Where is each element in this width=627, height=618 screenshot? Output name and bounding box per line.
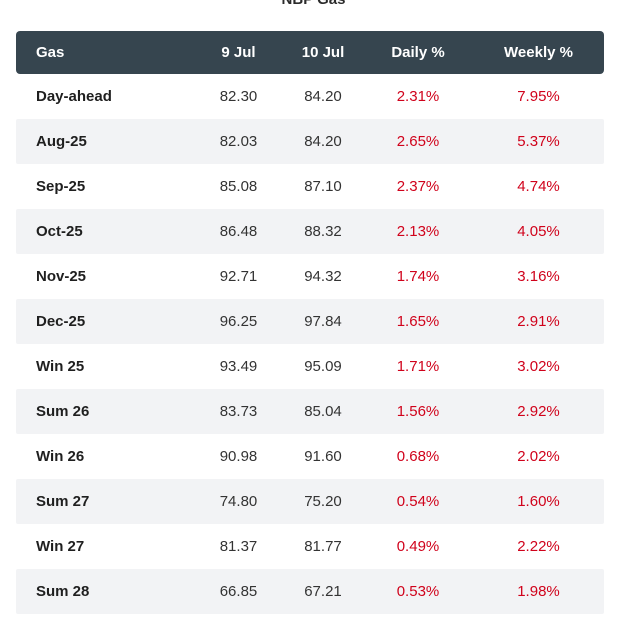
cell-10-jul: 88.32 [304, 223, 342, 240]
table-row: Sep-25 85.08 87.10 2.37% 4.74% [16, 164, 604, 209]
cell-gas: Oct-25 [36, 223, 83, 240]
cell-weekly-pct: 1.98% [517, 583, 560, 600]
header-gas: Gas [36, 44, 65, 61]
cell-9-jul: 86.48 [219, 223, 258, 240]
cell-9-jul: 83.73 [219, 403, 258, 420]
cell-gas: Win 25 [36, 358, 85, 375]
cell-daily-pct: 1.65% [396, 313, 440, 330]
cell-10-jul: 75.20 [304, 493, 342, 510]
table-row: Sum 28 66.85 67.21 0.53% 1.98% [16, 569, 604, 614]
table-row: Sum 27 74.80 75.20 0.54% 1.60% [16, 479, 604, 524]
cell-gas: Day-ahead [36, 88, 112, 105]
cell-9-jul: 93.49 [219, 358, 258, 375]
cell-weekly-pct: 2.22% [517, 538, 560, 555]
gas-price-table: Gas 9 Jul 10 Jul Daily % Weekly % Day-ah… [16, 31, 604, 614]
cell-10-jul: 97.84 [304, 313, 342, 330]
cell-weekly-pct: 2.92% [517, 403, 560, 420]
header-weekly-pct: Weekly % [504, 44, 573, 61]
cell-10-jul: 84.20 [304, 88, 342, 105]
cell-daily-pct: 1.56% [396, 403, 440, 420]
cell-9-jul: 92.71 [219, 268, 258, 285]
cell-9-jul: 82.30 [219, 88, 258, 105]
cell-daily-pct: 0.68% [396, 448, 440, 465]
table-row: Win 25 93.49 95.09 1.71% 3.02% [16, 344, 604, 389]
cell-daily-pct: 2.65% [396, 133, 440, 150]
cell-gas: Sum 26 [36, 403, 90, 420]
header-10-jul: 10 Jul [301, 44, 345, 61]
cell-weekly-pct: 4.74% [517, 178, 560, 195]
cell-10-jul: 81.77 [304, 538, 342, 555]
cell-daily-pct: 2.37% [396, 178, 440, 195]
cell-daily-pct: 2.31% [396, 88, 440, 105]
cell-daily-pct: 0.54% [396, 493, 440, 510]
table-row: Win 27 81.37 81.77 0.49% 2.22% [16, 524, 604, 569]
table-row: Sum 26 83.73 85.04 1.56% 2.92% [16, 389, 604, 434]
cell-weekly-pct: 4.05% [517, 223, 560, 240]
table-body: Day-ahead 82.30 84.20 2.31% 7.95% Aug-25 82.03… [16, 74, 604, 614]
table-title: NBP Gas [0, 0, 627, 9]
cell-gas: Win 27 [36, 538, 85, 555]
cell-9-jul: 66.85 [219, 583, 258, 600]
cell-weekly-pct: 3.02% [517, 358, 560, 375]
cell-gas: Sum 28 [36, 583, 90, 600]
cell-weekly-pct: 1.60% [517, 493, 560, 510]
cell-9-jul: 96.25 [219, 313, 258, 330]
cell-gas: Nov-25 [36, 268, 87, 285]
cell-10-jul: 85.04 [304, 403, 342, 420]
cell-9-jul: 90.98 [219, 448, 258, 465]
header-daily-pct: Daily % [391, 44, 445, 61]
table-row: Aug-25 82.03 84.20 2.65% 5.37% [16, 119, 604, 164]
cell-10-jul: 67.21 [304, 583, 342, 600]
cell-9-jul: 85.08 [219, 178, 258, 195]
cell-daily-pct: 0.49% [396, 538, 440, 555]
cell-weekly-pct: 7.95% [517, 88, 560, 105]
cell-gas: Sum 27 [36, 493, 90, 510]
cell-gas: Win 26 [36, 448, 85, 465]
cell-10-jul: 84.20 [304, 133, 342, 150]
table-row: Nov-25 92.71 94.32 1.74% 3.16% [16, 254, 604, 299]
cell-9-jul: 82.03 [219, 133, 258, 150]
cell-10-jul: 87.10 [304, 178, 342, 195]
table-header: Gas 9 Jul 10 Jul Daily % Weekly % [16, 31, 604, 74]
cell-10-jul: 94.32 [304, 268, 342, 285]
cell-daily-pct: 0.53% [396, 583, 440, 600]
table-row: Dec-25 96.25 97.84 1.65% 2.91% [16, 299, 604, 344]
cell-gas: Dec-25 [36, 313, 86, 330]
cell-10-jul: 95.09 [304, 358, 342, 375]
cell-daily-pct: 1.71% [396, 358, 440, 375]
cell-gas: Sep-25 [36, 178, 86, 195]
header-9-jul: 9 Jul [221, 44, 256, 61]
cell-weekly-pct: 2.02% [517, 448, 560, 465]
cell-9-jul: 81.37 [219, 538, 258, 555]
table-row: Win 26 90.98 91.60 0.68% 2.02% [16, 434, 604, 479]
cell-weekly-pct: 3.16% [517, 268, 560, 285]
table-row: Day-ahead 82.30 84.20 2.31% 7.95% [16, 74, 604, 119]
cell-daily-pct: 2.13% [396, 223, 440, 240]
cell-10-jul: 91.60 [304, 448, 342, 465]
cell-9-jul: 74.80 [219, 493, 258, 510]
cell-weekly-pct: 2.91% [517, 313, 560, 330]
cell-weekly-pct: 5.37% [517, 133, 560, 150]
cell-gas: Aug-25 [36, 133, 87, 150]
cell-daily-pct: 1.74% [396, 268, 440, 285]
table-row: Oct-25 86.48 88.32 2.13% 4.05% [16, 209, 604, 254]
